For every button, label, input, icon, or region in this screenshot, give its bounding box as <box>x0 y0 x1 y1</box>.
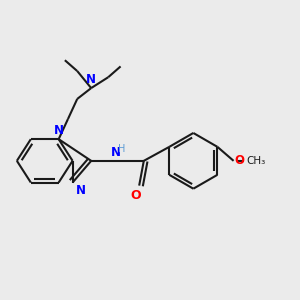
Text: O: O <box>131 189 141 202</box>
Text: H: H <box>118 144 126 154</box>
Text: N: N <box>86 73 96 85</box>
Text: N: N <box>54 124 64 137</box>
Text: O: O <box>235 154 244 167</box>
Text: N: N <box>76 184 86 197</box>
Text: CH₃: CH₃ <box>246 156 265 166</box>
Text: N: N <box>111 146 121 159</box>
